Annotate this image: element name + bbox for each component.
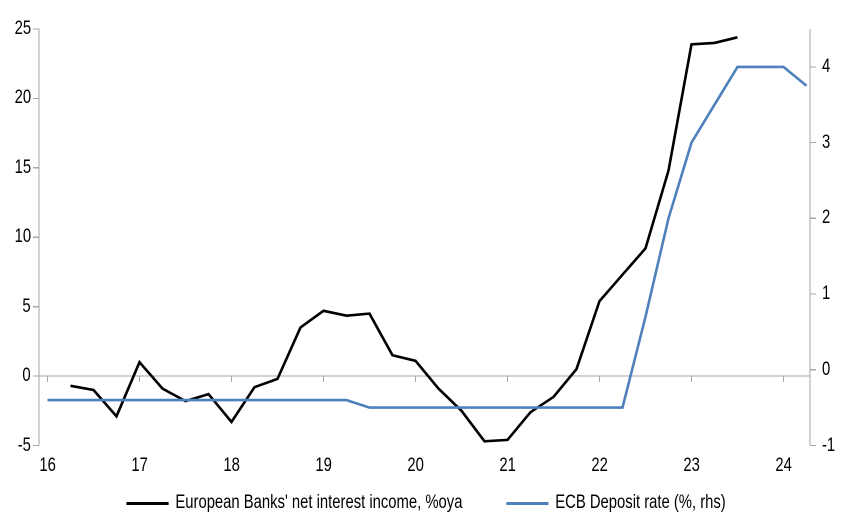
x-axis-label-17: 17 <box>110 456 170 476</box>
right-axis-label-2: 2 <box>822 208 833 228</box>
left-axis-label-20-text: 20 <box>14 87 31 109</box>
right-axis-label-0: 0 <box>822 358 833 380</box>
left-axis-label-5-text: 5 <box>22 295 31 317</box>
left-axis-label-15-text: 15 <box>14 156 31 178</box>
x-axis-label-16: 16 <box>18 456 78 476</box>
right-axis-label--1-text: -1 <box>822 434 836 456</box>
right-axis-label-4-text: 4 <box>822 55 831 77</box>
depo-legend-label: ECB Deposit rate (%, rhs) <box>555 492 726 513</box>
x-axis-label-16-text: 16 <box>39 455 56 476</box>
x-axis-label-21: 21 <box>478 456 538 476</box>
left-axis-label-25-text: 25 <box>14 18 31 39</box>
right-axis-label-4: 4 <box>822 55 833 77</box>
series-line-net-interest-income <box>70 36 738 443</box>
right-axis-label-3: 3 <box>822 131 833 153</box>
left-axis-label-5: 5 <box>20 295 31 317</box>
x-axis-label-23: 23 <box>662 456 722 476</box>
nii-line-swatch <box>126 501 169 505</box>
x-axis-label-20-text: 20 <box>407 455 424 476</box>
x-axis-label-19-text: 19 <box>315 455 332 476</box>
left-axis-label--5-text: -5 <box>17 434 31 456</box>
right-axis-label-1: 1 <box>822 284 833 304</box>
x-axis-label-22: 22 <box>570 456 630 476</box>
right-axis-label-2-text: 2 <box>822 207 831 229</box>
x-axis-label-24: 24 <box>754 456 814 476</box>
left-axis-label-15: 15 <box>10 156 31 178</box>
x-axis-label-18: 18 <box>202 456 262 476</box>
left-axis-label-0-text: 0 <box>22 365 31 387</box>
series-line-ecb-deposit-rate <box>47 65 808 409</box>
legend-item-ecb-deposit-rate: ECB Deposit rate (%, rhs) <box>506 492 726 514</box>
left-axis-label-0: 0 <box>20 366 31 386</box>
left-axis-label-25: 25 <box>10 19 31 39</box>
right-axis-label-0-text: 0 <box>822 358 831 380</box>
x-axis-label-18-text: 18 <box>223 455 240 476</box>
legend-item-net-interest-income: European Banks' net interest income, %oy… <box>126 492 462 514</box>
x-axis-label-24-text: 24 <box>775 455 792 476</box>
right-axis-label--1: -1 <box>822 434 839 456</box>
left-axis-label-10: 10 <box>10 227 31 247</box>
right-axis-label-3-text: 3 <box>822 131 831 153</box>
x-axis-label-21-text: 21 <box>499 455 516 476</box>
x-axis-label-22-text: 22 <box>591 455 608 476</box>
left-axis-label-10-text: 10 <box>14 226 31 248</box>
x-axis-label-20: 20 <box>386 456 446 476</box>
nii-legend-label: European Banks' net interest income, %oy… <box>175 492 463 513</box>
x-axis-label-19: 19 <box>294 456 354 476</box>
depo-line-swatch <box>506 501 549 505</box>
x-axis-label-17-text: 17 <box>131 455 148 476</box>
left-axis-label-20: 20 <box>10 88 31 108</box>
x-axis-label-23-text: 23 <box>683 455 700 476</box>
legend: European Banks' net interest income, %oy… <box>94 492 759 514</box>
left-axis-label--5: -5 <box>14 434 31 456</box>
right-axis-label-1-text: 1 <box>822 283 831 305</box>
